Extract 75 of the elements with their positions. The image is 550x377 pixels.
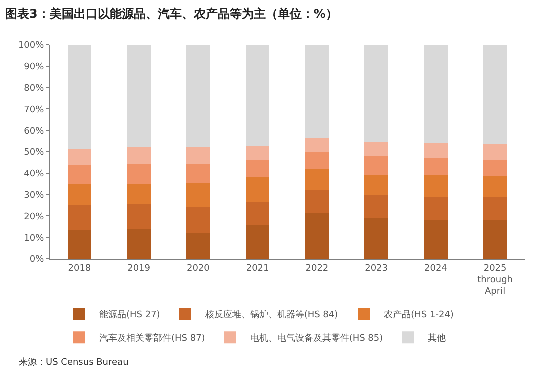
bar — [305, 45, 330, 139]
bar — [483, 144, 508, 160]
y-tick-label: 50% — [24, 148, 45, 158]
bar — [68, 45, 92, 150]
bar — [246, 146, 270, 160]
y-tick-label: 0% — [30, 255, 45, 266]
bar — [424, 45, 448, 143]
bar — [424, 196, 448, 220]
y-tick-label: 70% — [24, 105, 45, 116]
legend-label: 核反应堆、锅炉、机器等(HS 84) — [204, 310, 338, 321]
bar — [186, 45, 210, 148]
bar — [305, 152, 330, 169]
legend-label: 其他 — [428, 333, 446, 344]
bar — [424, 176, 448, 197]
bar — [424, 220, 448, 259]
x-tick-label: 2021 — [246, 264, 270, 274]
bar — [127, 229, 151, 259]
bar — [424, 142, 448, 158]
bar — [364, 142, 388, 156]
bar — [127, 184, 151, 204]
bar — [364, 218, 388, 259]
bar — [127, 45, 151, 148]
y-tick-label: 30% — [24, 190, 45, 201]
bar — [364, 196, 388, 218]
x-tick-label: 2019 — [128, 264, 151, 274]
bar — [68, 204, 92, 230]
bar — [483, 220, 508, 259]
bar — [127, 204, 151, 230]
bar — [186, 207, 210, 233]
bar — [127, 164, 151, 184]
bar — [68, 165, 92, 184]
bar — [424, 158, 448, 176]
bar — [305, 168, 330, 191]
bar — [364, 156, 388, 175]
bar — [364, 45, 388, 142]
bar — [186, 164, 210, 183]
y-tick-label: 10% — [24, 234, 45, 244]
y-tick-label: 90% — [24, 62, 45, 73]
legend-label: 汽车及相关零部件(HS 87) — [100, 333, 206, 344]
bar — [186, 232, 210, 259]
bar — [483, 176, 508, 197]
bar — [127, 148, 151, 164]
bar — [246, 224, 270, 259]
y-tick-label: 20% — [24, 212, 45, 222]
x-tick-label: 2018 — [68, 264, 92, 274]
x-tick-label: 2023 — [365, 264, 388, 274]
bar — [246, 177, 270, 202]
bar — [186, 182, 210, 208]
y-tick-label: 100% — [18, 41, 45, 52]
y-tick-label: 40% — [24, 170, 45, 180]
x-tick-label: 2024 — [424, 264, 448, 274]
bar — [68, 184, 92, 205]
source-note: 来源：US Census Bureau — [19, 357, 129, 368]
x-tick-label: 2020 — [186, 264, 210, 274]
bar — [246, 202, 270, 225]
bar — [483, 160, 508, 176]
bar — [305, 212, 330, 259]
chart-title: 图表3：美国出口以能源品、汽车、农产品等为主（单位：%） — [6, 6, 338, 21]
bar — [305, 138, 330, 152]
x-tick-label: 2025 through April — [478, 264, 513, 298]
bar — [246, 45, 270, 146]
legend-label: 电机、电气设备及其零件(HS 85) — [250, 333, 384, 344]
bar — [305, 190, 330, 213]
y-tick-label: 80% — [24, 84, 45, 94]
bar — [483, 45, 508, 144]
bar — [68, 230, 92, 259]
x-tick-label: 2022 — [306, 264, 329, 274]
bar — [483, 196, 508, 221]
legend-label: 能源品(HS 27) — [100, 310, 160, 321]
bar — [68, 149, 92, 166]
bar — [186, 148, 210, 164]
legend-label: 农产品(HS 1-24) — [384, 310, 454, 321]
bar — [364, 174, 388, 196]
bar — [246, 160, 270, 178]
y-tick-label: 60% — [24, 126, 45, 137]
